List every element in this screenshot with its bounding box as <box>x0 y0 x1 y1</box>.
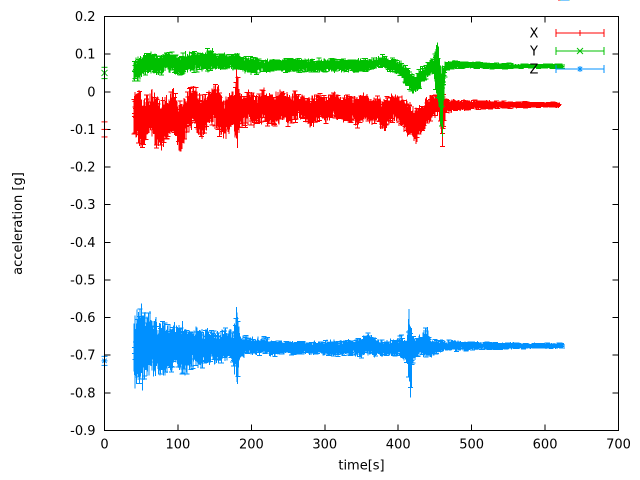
y-axis-tick-group: 0.2 0.1 0 -0.1 -0.2 -0.3 -0.4 -0.5 -0.6 -0.7 -0.8 -… <box>70 10 619 439</box>
y-tick-label: 0.2 <box>75 10 96 25</box>
series-X <box>101 0 569 152</box>
x-tick-label: 500 <box>459 438 484 453</box>
x-tick-label: 0 <box>100 438 108 453</box>
x-tick-label: 700 <box>606 438 631 453</box>
x-tick-label: 400 <box>386 438 411 453</box>
legend-label-X: X <box>530 27 539 42</box>
y-axis-label: acceleration [g] <box>11 172 26 275</box>
chart-legend: XYZ <box>529 27 605 78</box>
y-tick-label: -0.6 <box>70 311 95 326</box>
x-tick-label: 600 <box>533 438 558 453</box>
y-tick-label: -0.5 <box>70 273 95 288</box>
y-tick-label: -0.9 <box>70 424 95 439</box>
x-axis-tick-group: 0 100 200 300 400 500 600 700 <box>100 16 631 453</box>
y-tick-label: -0.1 <box>70 123 95 138</box>
y-tick-label: -0.8 <box>70 386 95 401</box>
y-tick-label: 0.1 <box>75 48 96 63</box>
y-tick-label: 0 <box>87 85 95 100</box>
y-tick-label: -0.2 <box>70 161 95 176</box>
series-Z <box>101 0 570 398</box>
x-tick-label: 200 <box>239 438 264 453</box>
y-tick-label: -0.3 <box>70 198 95 213</box>
x-axis-label: time[s] <box>338 459 384 474</box>
y-tick-label: -0.7 <box>70 349 95 364</box>
y-tick-label: -0.4 <box>70 236 95 251</box>
series-Y <box>101 0 570 137</box>
plot-border <box>104 16 619 431</box>
x-tick-label: 100 <box>166 438 191 453</box>
legend-label-Z: Z <box>530 63 539 78</box>
data-series-group <box>101 0 570 398</box>
legend-label-Y: Y <box>529 45 538 60</box>
x-tick-label: 300 <box>312 438 337 453</box>
